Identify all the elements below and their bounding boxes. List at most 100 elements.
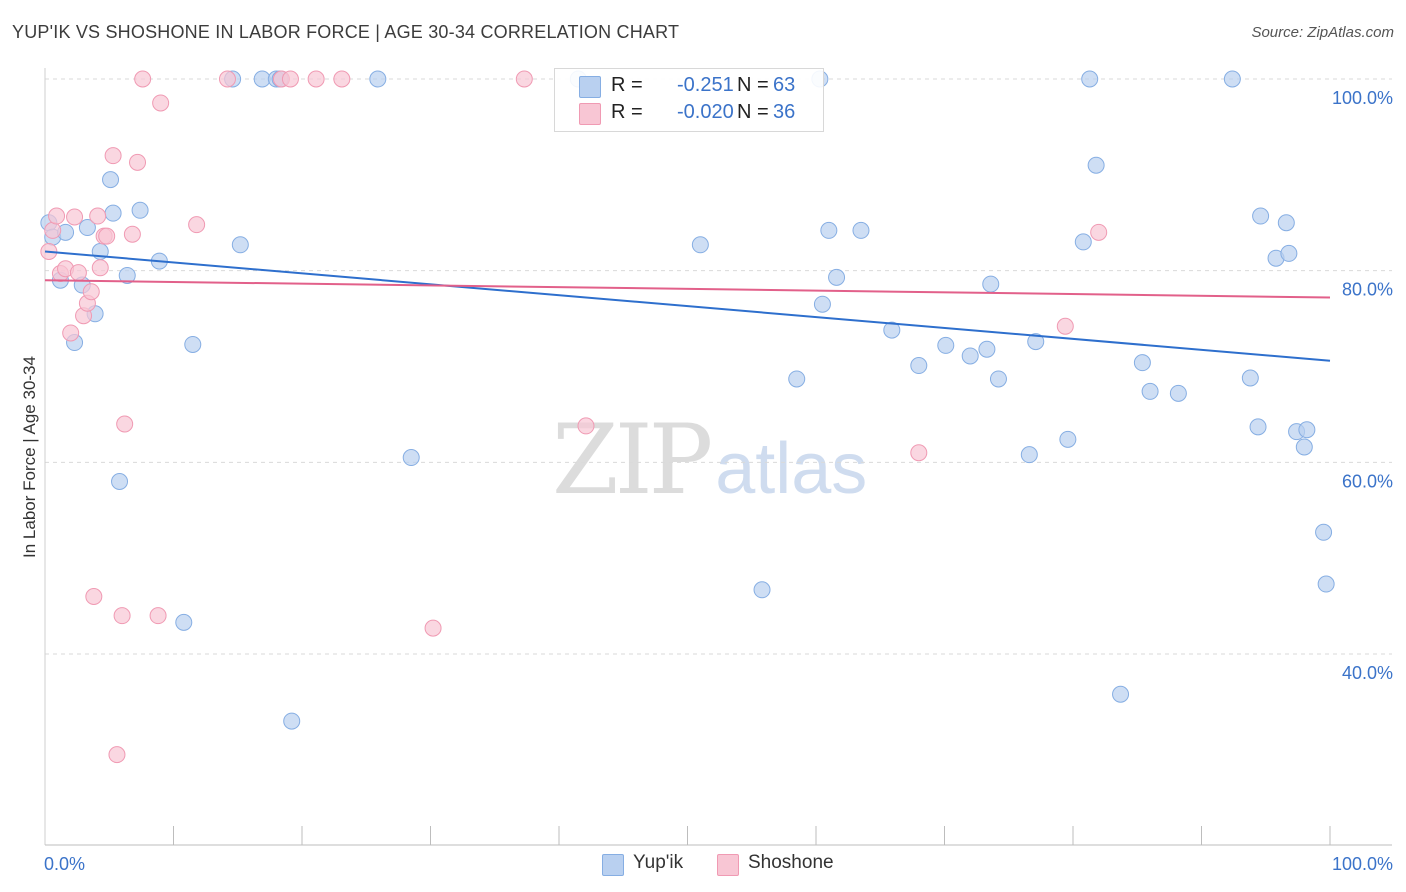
legend-r-label: R = — [611, 74, 643, 96]
yupik-point — [753, 581, 771, 599]
yupik-point — [1081, 70, 1099, 88]
shoshone-point — [123, 225, 141, 243]
yupik-point — [283, 712, 301, 730]
legend-r-value-shoshone: -0.020 — [677, 101, 734, 123]
yupik-point — [1027, 333, 1045, 351]
yupik-point — [1087, 156, 1105, 174]
yupik-point — [813, 295, 831, 313]
yupik-point — [820, 221, 838, 239]
shoshone-point — [424, 619, 442, 637]
yupik-point — [788, 370, 806, 388]
bottom-legend-label-yupik: Yup'ik — [633, 852, 684, 873]
y-axis-title: In Labor Force | Age 30-34 — [20, 356, 39, 558]
yupik-point — [1295, 438, 1313, 456]
yupik-point — [1277, 214, 1295, 232]
legend-r-value-yupik: -0.251 — [677, 74, 734, 96]
shoshone-point — [333, 70, 351, 88]
yupik-point — [1249, 418, 1267, 436]
yupik-point — [978, 340, 996, 358]
shoshone-point — [149, 607, 167, 625]
yupik-point — [402, 449, 420, 467]
yupik-point — [1298, 421, 1316, 439]
shoshone-point — [152, 94, 170, 112]
shoshone-point — [66, 208, 84, 226]
yupik-point — [1315, 523, 1333, 541]
yupik-point — [1141, 382, 1159, 400]
yupik-point — [1252, 207, 1270, 225]
shoshone-point — [307, 70, 325, 88]
yupik-point — [910, 357, 928, 375]
yupik-point — [1241, 369, 1259, 387]
shoshone-point — [89, 207, 107, 225]
yupik-trend-line — [44, 250, 1331, 362]
chart-title: YUP'IK VS SHOSHONE IN LABOR FORCE | AGE … — [12, 22, 680, 42]
shoshone-point — [910, 444, 928, 462]
shoshone-point — [113, 607, 131, 625]
shoshone-point — [108, 746, 126, 764]
yupik-point — [691, 236, 709, 254]
shoshone-point — [218, 70, 236, 88]
y-tick-label: 60.0% — [1342, 471, 1393, 491]
shoshone-point — [1090, 223, 1108, 241]
x-tick-label: 0.0% — [44, 854, 85, 874]
yupik-point — [1317, 575, 1335, 593]
yupik-point — [231, 236, 249, 254]
y-tick-label: 40.0% — [1342, 663, 1393, 683]
legend-n-label: N = — [737, 74, 769, 96]
yupik-point — [253, 70, 271, 88]
yupik-point — [102, 171, 120, 189]
shoshone-point — [1056, 317, 1074, 335]
legend-n-value-shoshone: 36 — [773, 101, 796, 123]
shoshone-point — [104, 147, 122, 165]
shoshone-point — [577, 417, 595, 435]
shoshone-point — [62, 324, 80, 342]
bottom-legend-label-shoshone: Shoshone — [748, 852, 834, 873]
yupik-point — [184, 335, 202, 353]
shoshone-point — [44, 221, 62, 239]
shoshone-point — [188, 216, 206, 234]
shoshone-point — [281, 70, 299, 88]
yupik-point — [961, 347, 979, 365]
shoshone-point — [134, 70, 152, 88]
yupik-point — [78, 219, 96, 237]
shoshone-trend-line — [44, 279, 1331, 299]
yupik-point — [828, 268, 846, 286]
yupik-point — [1169, 384, 1187, 402]
legend-n-value-yupik: 63 — [773, 74, 796, 96]
yupik-point — [175, 613, 193, 631]
yupik-point — [852, 221, 870, 239]
legend-swatch-yupik — [579, 76, 601, 98]
yupik-point — [937, 336, 955, 354]
shoshone-point — [69, 264, 87, 282]
x-tick-label: 100.0% — [1332, 854, 1393, 874]
shoshone-point — [129, 153, 147, 171]
yupik-point — [104, 204, 122, 222]
shoshone-point — [515, 70, 533, 88]
y-tick-label: 80.0% — [1342, 280, 1393, 300]
source-label: Source: ZipAtlas.com — [1251, 24, 1394, 41]
y-tick-label: 100.0% — [1332, 88, 1393, 108]
shoshone-point — [116, 415, 134, 433]
shoshone-point — [85, 588, 103, 605]
shoshone-point — [82, 283, 100, 301]
yupik-point — [1223, 70, 1241, 88]
yupik-point — [1133, 354, 1151, 372]
shoshone-point — [48, 207, 66, 225]
legend-n-label: N = — [737, 101, 769, 123]
shoshone-point — [98, 227, 116, 245]
yupik-point — [111, 473, 129, 490]
yupik-point — [118, 266, 136, 284]
correlation-legend: R = -0.251 N = 63 R = -0.020 N = 36 — [554, 68, 824, 132]
yupik-point — [131, 201, 149, 219]
yupik-point — [369, 70, 387, 88]
legend-r-label: R = — [611, 101, 643, 123]
bottom-legend-swatch-shoshone — [717, 854, 739, 876]
yupik-point — [982, 275, 1000, 293]
yupik-point — [1074, 233, 1092, 251]
yupik-point — [1280, 244, 1298, 262]
yupik-point — [883, 321, 901, 339]
bottom-legend-swatch-yupik — [602, 854, 624, 876]
yupik-point — [1059, 430, 1077, 448]
yupik-point — [1112, 685, 1130, 703]
